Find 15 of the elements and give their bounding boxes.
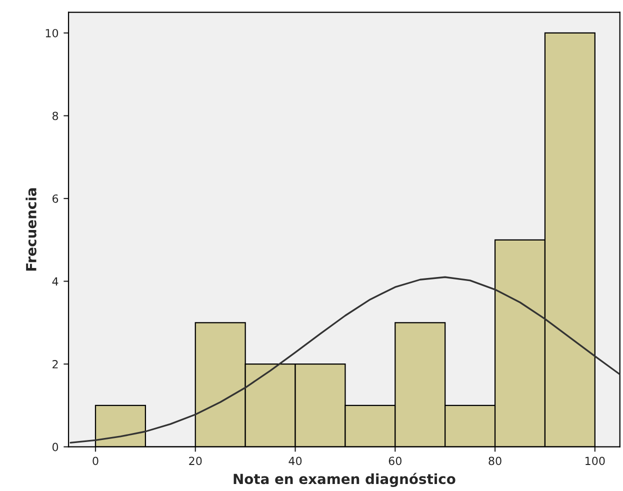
y-tick-label: 8 xyxy=(52,112,58,120)
y-tick-label: 2 xyxy=(52,360,58,368)
x-tick-label: 20 xyxy=(189,456,202,466)
x-tick-label: 60 xyxy=(388,456,402,466)
x-tick-label: 80 xyxy=(488,456,502,466)
x-axis-title: Nota en examen diagnóstico xyxy=(234,472,456,487)
line-series xyxy=(70,276,620,444)
x-tick-label: 0 xyxy=(92,456,98,466)
y-tick-label: 0 xyxy=(52,442,58,452)
y-axis-title: Frecuencia xyxy=(26,188,36,271)
y-tick-label: 6 xyxy=(52,194,58,203)
x-tick-label: 100 xyxy=(586,456,605,466)
x-tick-label: 40 xyxy=(288,456,302,466)
y-tick-label: 10 xyxy=(46,28,58,38)
y-tick-label: 4 xyxy=(52,277,58,286)
